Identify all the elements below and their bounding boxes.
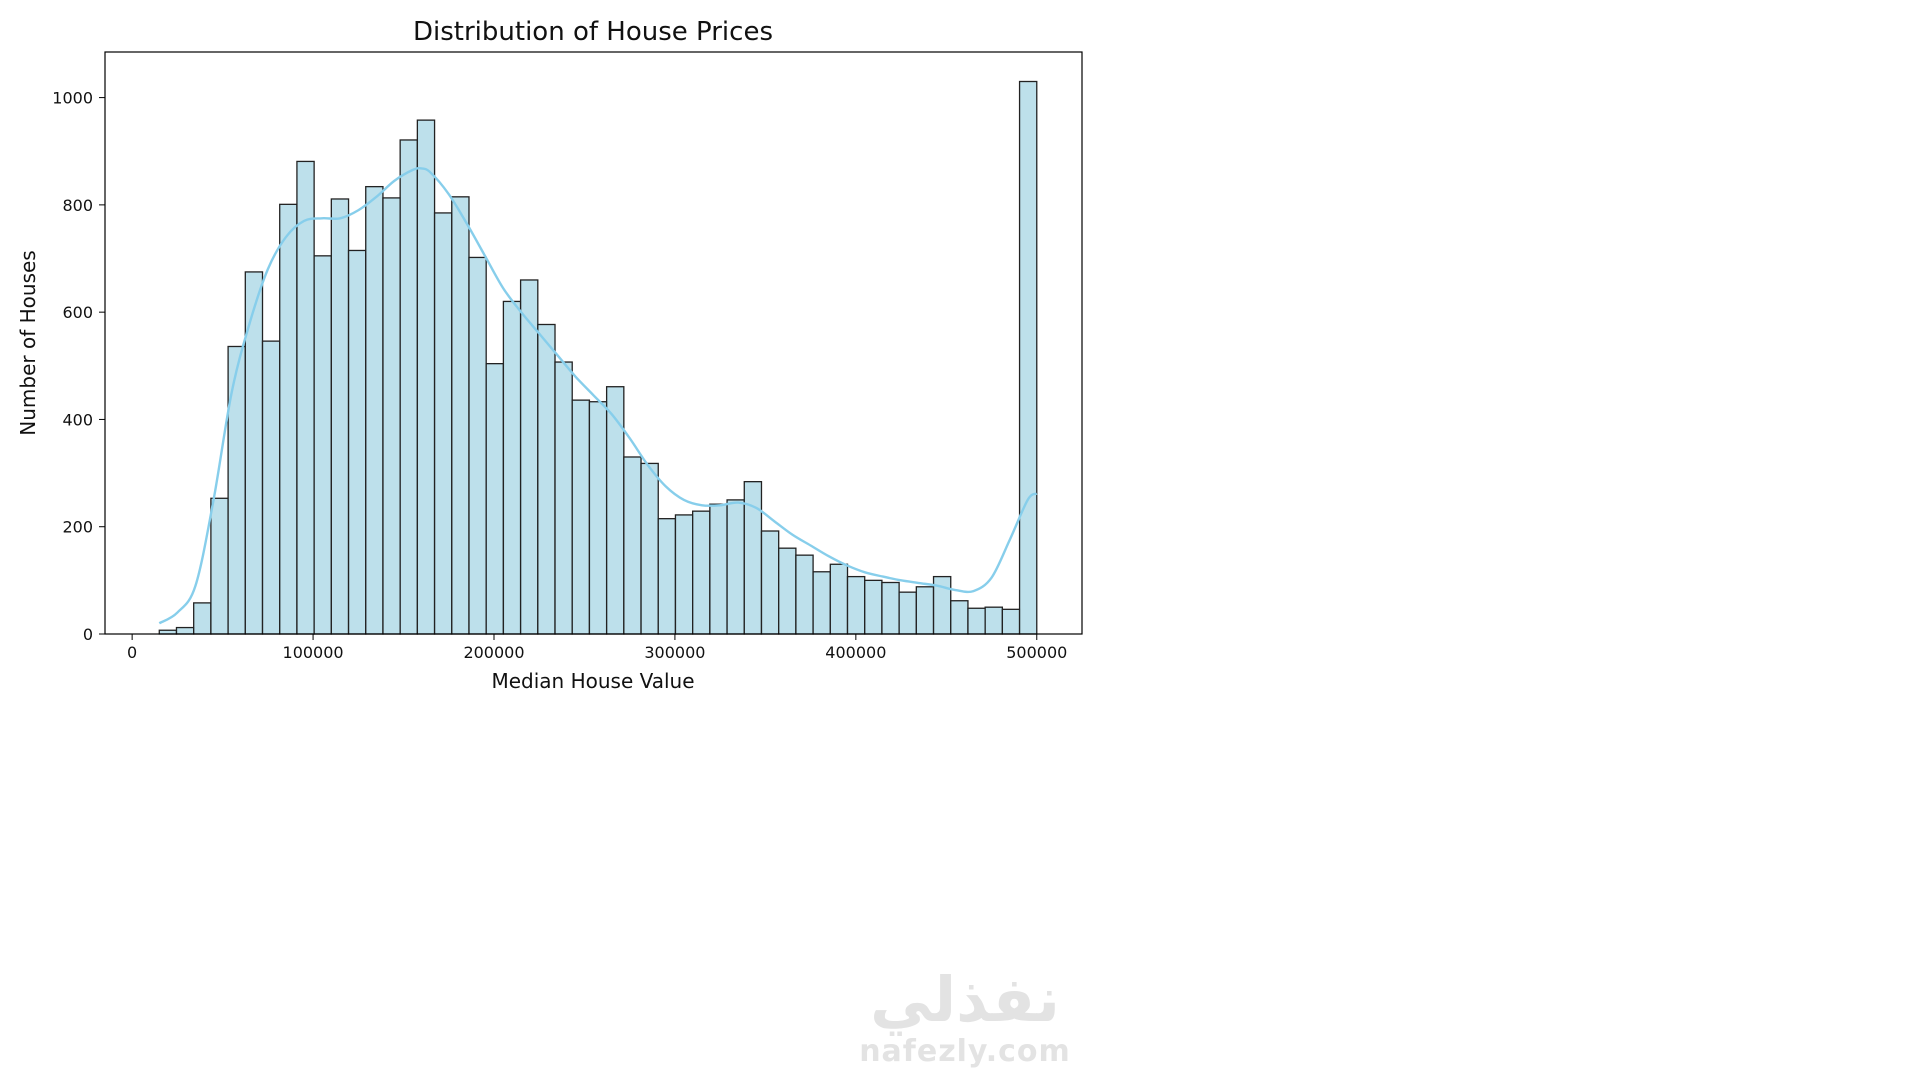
histogram-bar xyxy=(382,197,401,635)
histogram-bar xyxy=(864,579,883,635)
histogram-bars xyxy=(158,80,1038,635)
x-tick-label: 400000 xyxy=(825,643,886,662)
histogram-bar xyxy=(795,554,814,635)
histogram-bar xyxy=(485,363,505,635)
histogram-bar xyxy=(279,203,298,635)
histogram-bar xyxy=(709,503,728,635)
histogram-bar xyxy=(227,345,246,635)
histogram-bar xyxy=(915,586,935,635)
x-axis-ticks: 0 100000 200000 300000 400000 500000 xyxy=(127,634,1067,662)
histogram-bar xyxy=(846,575,866,635)
histogram-bar xyxy=(657,518,677,635)
histogram-bar xyxy=(193,602,212,635)
histogram-bar xyxy=(829,563,849,635)
y-tick-label: 800 xyxy=(62,196,93,215)
histogram-bar xyxy=(967,607,986,635)
histogram-bar xyxy=(468,256,487,635)
histogram-bar xyxy=(502,300,522,635)
x-tick-label: 0 xyxy=(127,643,137,662)
histogram-bar xyxy=(416,119,436,635)
histogram-bar xyxy=(692,510,711,635)
histogram-bar xyxy=(451,196,470,635)
y-tick-label: 200 xyxy=(62,518,93,537)
histogram-bar xyxy=(760,530,780,635)
y-axis-ticks: 0 200 400 600 800 1000 xyxy=(52,89,105,644)
histogram-bar xyxy=(296,160,315,635)
y-tick-label: 600 xyxy=(62,303,93,322)
histogram-bar xyxy=(313,255,332,635)
watermark-latin-text: nafezly.com xyxy=(859,1034,1071,1069)
y-tick-label: 1000 xyxy=(52,89,93,108)
histogram-bar xyxy=(399,139,419,635)
histogram-bar xyxy=(812,571,831,635)
x-tick-label: 100000 xyxy=(283,643,344,662)
axes-frame xyxy=(104,51,1083,635)
histogram-bar xyxy=(519,279,539,635)
histogram-bar xyxy=(1001,608,1021,635)
histogram-bar xyxy=(950,600,969,635)
histogram-bar xyxy=(605,386,625,635)
histogram-bar xyxy=(554,361,573,635)
histogram-bar xyxy=(881,581,900,635)
histogram-bar xyxy=(261,340,281,635)
chart-title: Distribution of House Prices xyxy=(413,17,773,47)
histogram-bar xyxy=(433,212,453,635)
x-axis-label: Median House Value xyxy=(491,669,694,693)
x-tick-label: 200000 xyxy=(463,643,524,662)
histogram-bar xyxy=(330,198,350,635)
histogram-bar xyxy=(640,462,659,635)
histogram-bar xyxy=(674,514,694,635)
histogram-bar xyxy=(347,249,367,635)
y-axis-label: Number of Houses xyxy=(16,250,40,435)
histogram-bar xyxy=(726,499,745,635)
histogram-bar xyxy=(175,626,195,635)
histogram-bar xyxy=(365,185,384,635)
histogram-bar xyxy=(984,606,1004,635)
kde-curve xyxy=(158,166,1038,625)
histogram-bar xyxy=(1018,80,1038,635)
histogram-bar xyxy=(778,547,797,635)
histogram-bar xyxy=(623,456,642,635)
x-tick-label: 500000 xyxy=(1006,643,1067,662)
x-tick-label: 300000 xyxy=(644,643,705,662)
histogram-bar xyxy=(898,591,917,635)
y-tick-label: 0 xyxy=(83,625,93,644)
histogram-bar xyxy=(588,401,608,635)
y-tick-label: 400 xyxy=(62,410,93,429)
watermark-arabic-text: نفذلي xyxy=(870,963,1060,1036)
histogram-bar xyxy=(571,399,591,635)
watermark-logo: نفذلي nafezly.com xyxy=(850,965,1080,1069)
histogram-bar xyxy=(537,323,556,635)
histogram-bar xyxy=(210,497,229,635)
